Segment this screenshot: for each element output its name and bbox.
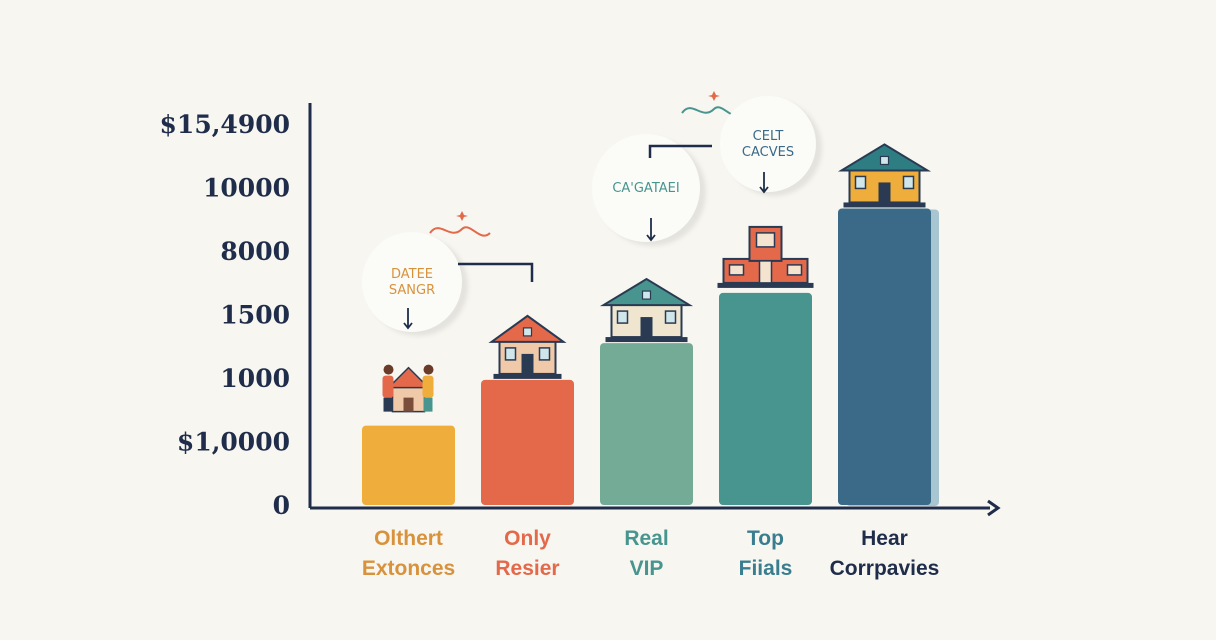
bar	[838, 208, 931, 505]
callout-connector	[648, 144, 712, 158]
y-tick-label: 0	[273, 491, 290, 520]
y-tick-label: 1000	[220, 364, 290, 393]
green-house-icon	[599, 277, 694, 343]
bars	[362, 208, 939, 506]
x-category-label-line2: Extonces	[362, 557, 455, 580]
axes	[308, 103, 1001, 517]
y-axis-ticks: 0 $1,0000 1000 1500 8000 10000 $15,4900	[160, 110, 290, 520]
bar	[362, 425, 455, 505]
x-category-label-line2: Resier	[495, 557, 559, 580]
people-house-icon	[382, 364, 434, 413]
x-axis-categories: Olthert Extonces Only Resier Real VIP Top Fiial…	[362, 527, 940, 580]
callout-text: CELT	[753, 129, 784, 144]
bar	[481, 379, 574, 505]
yellow-house-icon	[837, 143, 932, 208]
callout-text: SANGR	[389, 283, 435, 298]
bar-icons	[382, 143, 932, 413]
x-category-label-line1: Only	[504, 527, 551, 550]
y-tick-label: $15,4900	[160, 110, 290, 139]
y-tick-label: 1500	[220, 301, 290, 330]
callout-text: CACVES	[742, 145, 794, 160]
sparkle-icon	[456, 211, 468, 221]
x-category-label-line2: Fiials	[739, 557, 793, 580]
x-category-label-line2: Corrpavies	[830, 557, 940, 580]
bar	[719, 292, 812, 505]
red-house-icon	[488, 314, 567, 379]
squiggle-icon	[429, 226, 491, 237]
y-tick-label: $1,0000	[177, 428, 290, 457]
callout-connector	[458, 262, 534, 282]
red-building-icon	[717, 225, 814, 288]
y-tick-label: 10000	[203, 174, 290, 203]
callout-catalog: CA'GATAEI	[592, 91, 743, 246]
x-category-label-line1: Olthert	[374, 527, 443, 550]
sparkle-icon	[708, 91, 720, 101]
callout-text: CA'GATAEI	[612, 181, 679, 196]
x-axis-arrow-icon	[987, 499, 1001, 517]
bar	[600, 343, 693, 505]
x-category-label-line2: VIP	[630, 557, 664, 580]
x-category-label-line1: Top	[747, 527, 784, 550]
x-category-label-line1: Real	[624, 527, 668, 550]
x-category-label-line1: Hear	[861, 527, 908, 550]
callout-text: DATEE	[391, 267, 433, 282]
y-tick-label: 8000	[220, 237, 290, 266]
